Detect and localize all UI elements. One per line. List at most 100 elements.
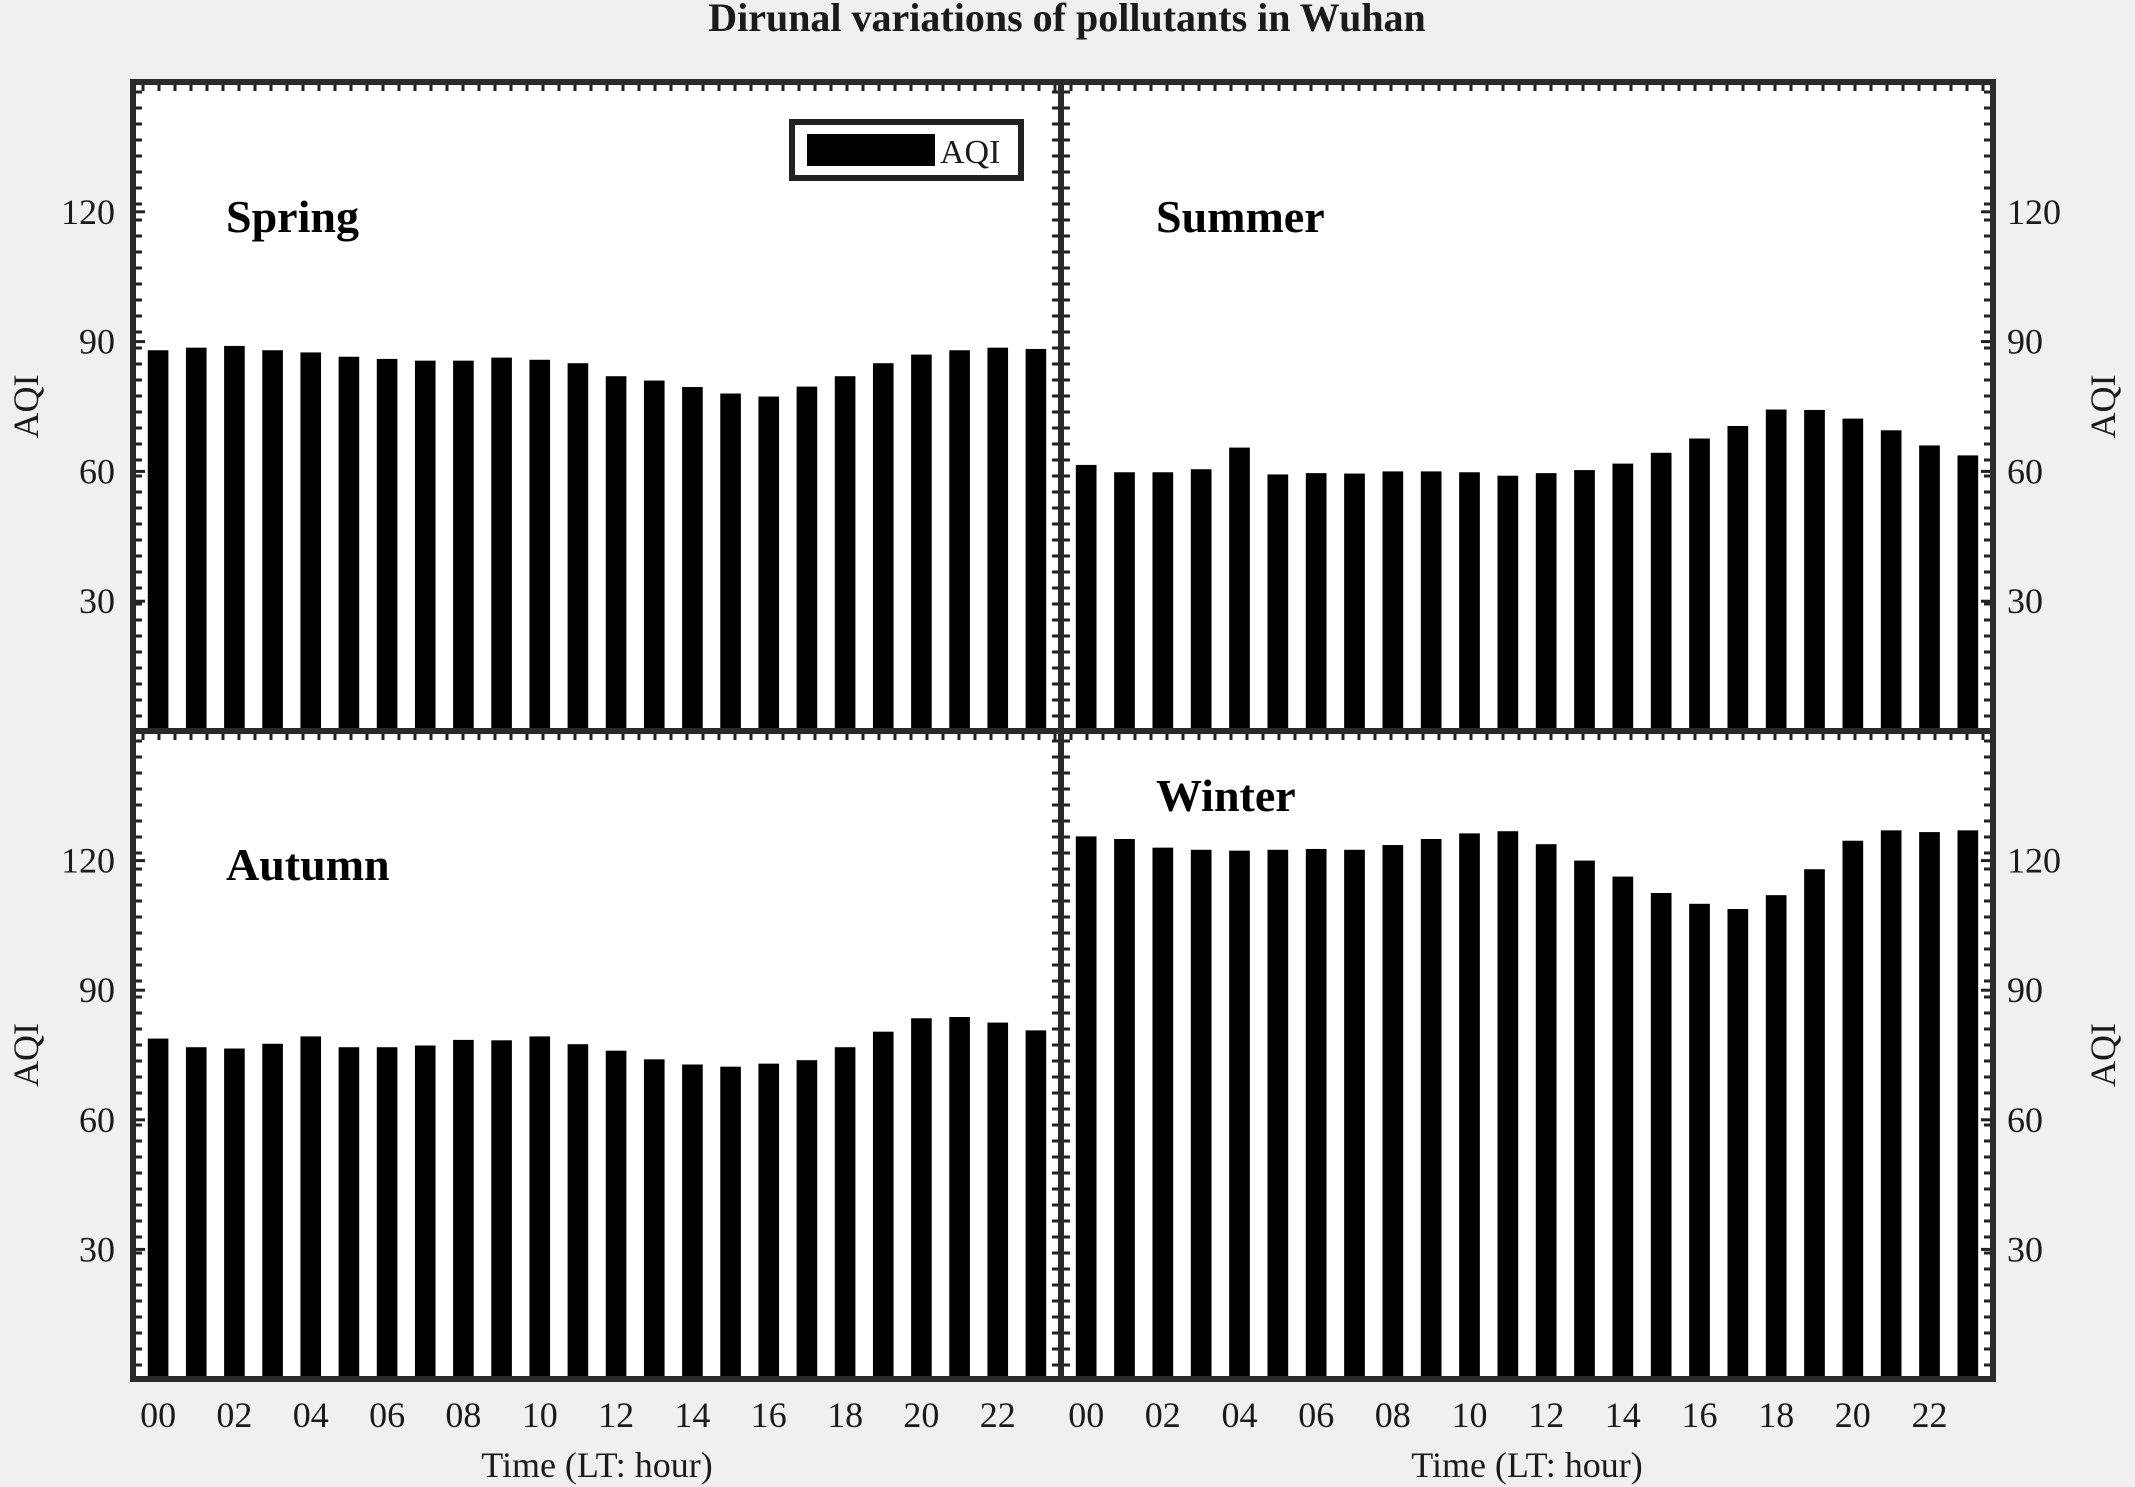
x-tick-label: 12 bbox=[598, 1395, 634, 1435]
x-tick-label: 20 bbox=[903, 1395, 939, 1435]
x-tick-label: 04 bbox=[1222, 1395, 1258, 1435]
bar bbox=[1804, 869, 1825, 1379]
chart-title: Dirunal variations of pollutants in Wuha… bbox=[708, 0, 1426, 40]
bar bbox=[1765, 409, 1787, 731]
bar bbox=[682, 387, 703, 731]
bar bbox=[605, 1050, 627, 1379]
bar bbox=[872, 1031, 894, 1379]
x-tick-label: 14 bbox=[1605, 1395, 1641, 1435]
bar bbox=[643, 380, 665, 731]
bar bbox=[1957, 455, 1979, 731]
bar bbox=[1650, 452, 1672, 731]
bar bbox=[758, 396, 780, 731]
bar bbox=[262, 350, 283, 731]
x-tick-label: 18 bbox=[827, 1395, 863, 1435]
bar bbox=[1727, 425, 1749, 731]
bar bbox=[682, 1064, 703, 1379]
x-tick-label: 02 bbox=[216, 1395, 252, 1435]
bar bbox=[147, 350, 169, 731]
bar bbox=[567, 1044, 589, 1379]
plot-area bbox=[1061, 82, 1993, 731]
bar bbox=[376, 1047, 398, 1379]
x-tick-label: 10 bbox=[522, 1395, 558, 1435]
bar bbox=[1919, 832, 1940, 1379]
bar bbox=[1305, 473, 1327, 731]
bar bbox=[1114, 839, 1135, 1379]
bar bbox=[1727, 908, 1749, 1379]
bar bbox=[758, 1063, 780, 1379]
x-tick-label: 06 bbox=[1298, 1395, 1334, 1435]
bar bbox=[1190, 469, 1212, 731]
bar bbox=[529, 1036, 551, 1379]
bar bbox=[1880, 830, 1902, 1379]
bar bbox=[1650, 893, 1672, 1379]
y-axis-label: AQI bbox=[2083, 1023, 2123, 1087]
bar bbox=[376, 358, 398, 731]
x-tick-label: 08 bbox=[1375, 1395, 1411, 1435]
bar bbox=[1152, 847, 1174, 1379]
bar bbox=[453, 1039, 474, 1379]
panel-frame bbox=[1058, 728, 1996, 1382]
x-tick-label: 16 bbox=[1682, 1395, 1718, 1435]
plot-area bbox=[133, 82, 1061, 731]
y-tick-label: 30 bbox=[79, 1229, 115, 1269]
bar bbox=[720, 1066, 741, 1379]
bar bbox=[872, 363, 894, 731]
bar bbox=[987, 347, 1009, 731]
x-tick-label: 12 bbox=[1528, 1395, 1564, 1435]
bar bbox=[1344, 473, 1365, 731]
panel-spring: Spring 30 60 90 120 AQI bbox=[6, 79, 1064, 734]
bar bbox=[1842, 840, 1864, 1379]
y-axis-label: AQI bbox=[6, 1023, 46, 1087]
bar bbox=[1420, 839, 1442, 1379]
x-tick-label: 10 bbox=[1452, 1395, 1488, 1435]
panel-label: Spring bbox=[226, 191, 359, 242]
bar bbox=[491, 1040, 512, 1379]
bar bbox=[1305, 848, 1327, 1379]
y-tick-label: 90 bbox=[2007, 970, 2043, 1010]
bar bbox=[224, 345, 245, 731]
bar bbox=[1612, 463, 1634, 731]
bar bbox=[1497, 831, 1519, 1379]
x-tick-label: 06 bbox=[369, 1395, 405, 1435]
legend-swatch bbox=[807, 134, 935, 166]
x-axis-label: Time (LT: hour) bbox=[1411, 1445, 1643, 1485]
bar bbox=[1842, 418, 1864, 731]
x-tick-label: 02 bbox=[1145, 1395, 1181, 1435]
bar bbox=[185, 1047, 207, 1379]
x-tick-label: 22 bbox=[980, 1395, 1016, 1435]
y-tick-label: 30 bbox=[79, 581, 115, 621]
bar bbox=[338, 356, 360, 731]
bar bbox=[414, 360, 436, 731]
y-tick-label: 30 bbox=[2007, 1229, 2043, 1269]
bar bbox=[1459, 472, 1480, 731]
y-tick-label: 60 bbox=[2007, 1100, 2043, 1140]
bar bbox=[453, 360, 474, 731]
bar bbox=[1535, 844, 1557, 1379]
bar bbox=[147, 1038, 169, 1379]
bar bbox=[1957, 830, 1979, 1379]
bar bbox=[1114, 472, 1135, 731]
bar bbox=[796, 1060, 818, 1379]
bar bbox=[185, 347, 207, 731]
bar bbox=[911, 354, 932, 731]
y-axis-label: AQI bbox=[6, 375, 46, 439]
bar bbox=[262, 1043, 283, 1379]
bar bbox=[1267, 849, 1289, 1379]
y-tick-label: 60 bbox=[79, 1100, 115, 1140]
bar bbox=[949, 1016, 970, 1379]
bar bbox=[796, 386, 818, 731]
bar bbox=[491, 357, 512, 731]
y-tick-label: 60 bbox=[79, 451, 115, 491]
x-tick-label: 22 bbox=[1912, 1395, 1948, 1435]
y-tick-label: 120 bbox=[2007, 192, 2061, 232]
bar bbox=[1152, 472, 1174, 731]
bar bbox=[338, 1047, 360, 1379]
panel-label: Summer bbox=[1156, 191, 1325, 242]
y-tick-label: 120 bbox=[61, 841, 115, 881]
x-tick-label: 00 bbox=[140, 1395, 176, 1435]
bar bbox=[1025, 1030, 1047, 1379]
bar bbox=[300, 352, 322, 731]
panel-autumn: Autumn 30 60 90 120 AQI 00 02 04 06 08 10 12 14 16 18 20… bbox=[6, 728, 1064, 1485]
